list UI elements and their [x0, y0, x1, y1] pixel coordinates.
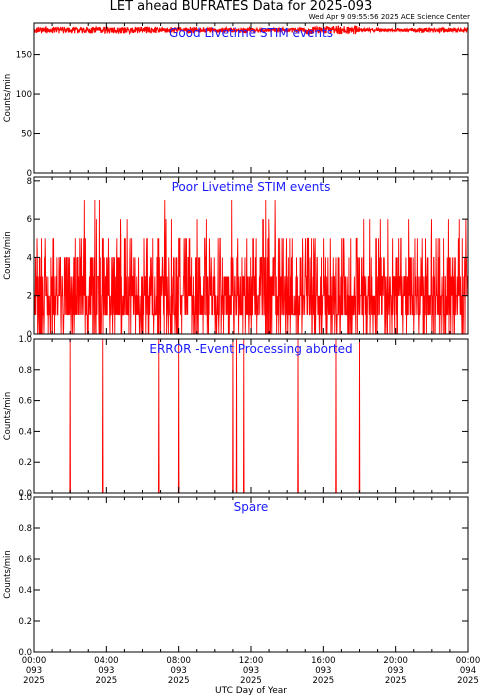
- y-axis-label: Counts/min: [3, 74, 13, 123]
- x-tick-label: 2025: [96, 676, 118, 686]
- x-tick-label: 2025: [240, 676, 262, 686]
- data-trace: [33, 199, 468, 335]
- y-tick-label: 0.4: [18, 586, 32, 596]
- x-tick-label: 093: [388, 666, 404, 676]
- x-tick-label: 12:00: [239, 656, 264, 666]
- y-tick-label: 8: [27, 177, 32, 187]
- y-axis-label: Counts/min: [3, 392, 13, 441]
- x-tick-label: 00:00: [456, 656, 481, 666]
- y-tick-label: 6: [27, 215, 32, 225]
- chart-title: LET ahead BUFRATES Data for 2025-093: [109, 0, 373, 14]
- x-tick-label: 08:00: [166, 656, 191, 666]
- y-tick-label: 0.4: [18, 427, 32, 437]
- x-axis-label: UTC Day of Year: [215, 686, 287, 696]
- y-axis-label: Counts/min: [3, 231, 13, 280]
- x-tick-label: 093: [315, 666, 331, 676]
- panel-frame: [33, 496, 469, 653]
- y-tick-label: 2: [27, 292, 32, 302]
- panel-title: Poor Livetime STIM events: [172, 180, 331, 194]
- y-axis-label: Counts/min: [3, 550, 13, 599]
- y-tick-label: 0.2: [18, 458, 32, 468]
- y-tick-label: 0.0: [18, 489, 32, 499]
- x-tick-label: 2025: [385, 676, 407, 686]
- x-tick-label: 04:00: [94, 656, 119, 666]
- x-tick-label: 093: [26, 666, 42, 676]
- panel-3: 0.0 0.2 0.4 0.6 0.8 1.0 ERROR -Event Processin…: [3, 335, 469, 499]
- y-tick-label: 0.0: [18, 648, 32, 658]
- panel-1: 0 50 100 150 Good Livetime STIM events Counts…: [3, 22, 469, 179]
- panel-frame: [33, 338, 469, 494]
- y-tick-label: 1.0: [18, 335, 32, 345]
- panel-4: 0.0 0.2 0.4 0.6 0.8 1.0 Spare Counts/min: [3, 493, 469, 658]
- x-tick-label: 20:00: [383, 656, 408, 666]
- x-tick-label: 094: [460, 666, 476, 676]
- panel-title: Spare: [234, 500, 269, 514]
- x-tick-label: 2025: [457, 676, 479, 686]
- x-tick-label: 16:00: [311, 656, 336, 666]
- y-tick-label: 4: [27, 253, 32, 263]
- y-tick-label: 0.6: [18, 555, 32, 565]
- x-tick-label: 093: [98, 666, 114, 676]
- y-tick-label: 0.2: [18, 617, 32, 627]
- x-tick-labels: 00:00093202504:00093202508:00093202512:0…: [22, 656, 481, 686]
- panel-frame: [33, 22, 469, 174]
- panel-title: Good Livetime STIM events: [169, 26, 333, 40]
- x-tick-label: 00:00: [22, 656, 47, 666]
- y-tick-label: 0.8: [18, 366, 32, 376]
- y-tick-label: 0.6: [18, 397, 32, 407]
- y-tick-label: 0.8: [18, 524, 32, 534]
- y-tick-label: 1.0: [18, 493, 32, 503]
- x-tick-label: 093: [171, 666, 187, 676]
- y-tick-label: 150: [16, 51, 32, 61]
- y-tick-label: 50: [21, 130, 32, 140]
- panel-title: ERROR -Event Processing aborted: [149, 342, 352, 356]
- data-trace: [34, 338, 468, 494]
- x-tick-label: 2025: [168, 676, 190, 686]
- y-tick-label: 0: [27, 330, 32, 340]
- panel-2: 0 2 4 6 8 Poor Livetime STIM events Counts/min: [3, 176, 469, 340]
- x-tick-label: 2025: [313, 676, 335, 686]
- x-tick-label: 2025: [23, 676, 45, 686]
- generation-timestamp: Wed Apr 9 09:55:56 2025 ACE Science Cent…: [308, 13, 470, 21]
- x-tick-label: 093: [243, 666, 259, 676]
- y-tick-label: 100: [16, 90, 32, 100]
- y-tick-label: 0: [27, 169, 32, 179]
